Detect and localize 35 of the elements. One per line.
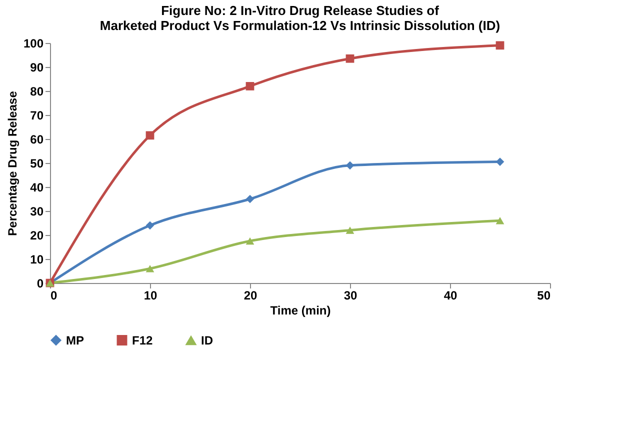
y-tick-label: 60 bbox=[30, 132, 44, 146]
x-tick-label: 20 bbox=[244, 288, 258, 302]
y-tick-label: 10 bbox=[30, 252, 44, 266]
point bbox=[146, 221, 154, 230]
legend-label: ID bbox=[201, 334, 214, 348]
point bbox=[346, 54, 354, 63]
point bbox=[146, 131, 154, 140]
x-tick-label: 10 bbox=[144, 288, 158, 302]
y-tick-label: 70 bbox=[30, 108, 44, 122]
point bbox=[496, 41, 504, 50]
point bbox=[346, 161, 354, 170]
y-tick-label: 40 bbox=[30, 180, 44, 194]
x-tick-label: 0 bbox=[50, 288, 58, 302]
point bbox=[346, 226, 354, 234]
y-tick-label: 100 bbox=[23, 36, 44, 50]
x-tick-label: 30 bbox=[344, 288, 358, 302]
point bbox=[146, 264, 154, 272]
legend-label: F12 bbox=[132, 333, 154, 348]
chart-title: Figure No: 2 In-Vitro Drug Release Studies of Marketed Product Vs Formulation-12 Vs Intrinsic Dissolution (ID) bbox=[100, 3, 500, 33]
x-tick-label: 40 bbox=[444, 288, 458, 302]
y-tick-label: 20 bbox=[30, 228, 44, 242]
y-tick-label: 0 bbox=[36, 276, 44, 290]
y-tick-label: 50 bbox=[30, 156, 44, 170]
point bbox=[496, 158, 504, 166]
legend-label: MP bbox=[66, 333, 84, 348]
y-tick-label: 30 bbox=[30, 204, 44, 218]
y-tick-label: 80 bbox=[30, 84, 44, 98]
x-tick-label: 50 bbox=[537, 288, 551, 302]
x-axis-title: Time (min) bbox=[270, 304, 331, 318]
point bbox=[246, 237, 254, 245]
y-axis-title: Percentage Drug Release bbox=[5, 90, 20, 236]
point bbox=[246, 194, 254, 204]
point bbox=[246, 82, 254, 90]
y-tick-label: 90 bbox=[30, 60, 44, 74]
point bbox=[496, 216, 504, 224]
